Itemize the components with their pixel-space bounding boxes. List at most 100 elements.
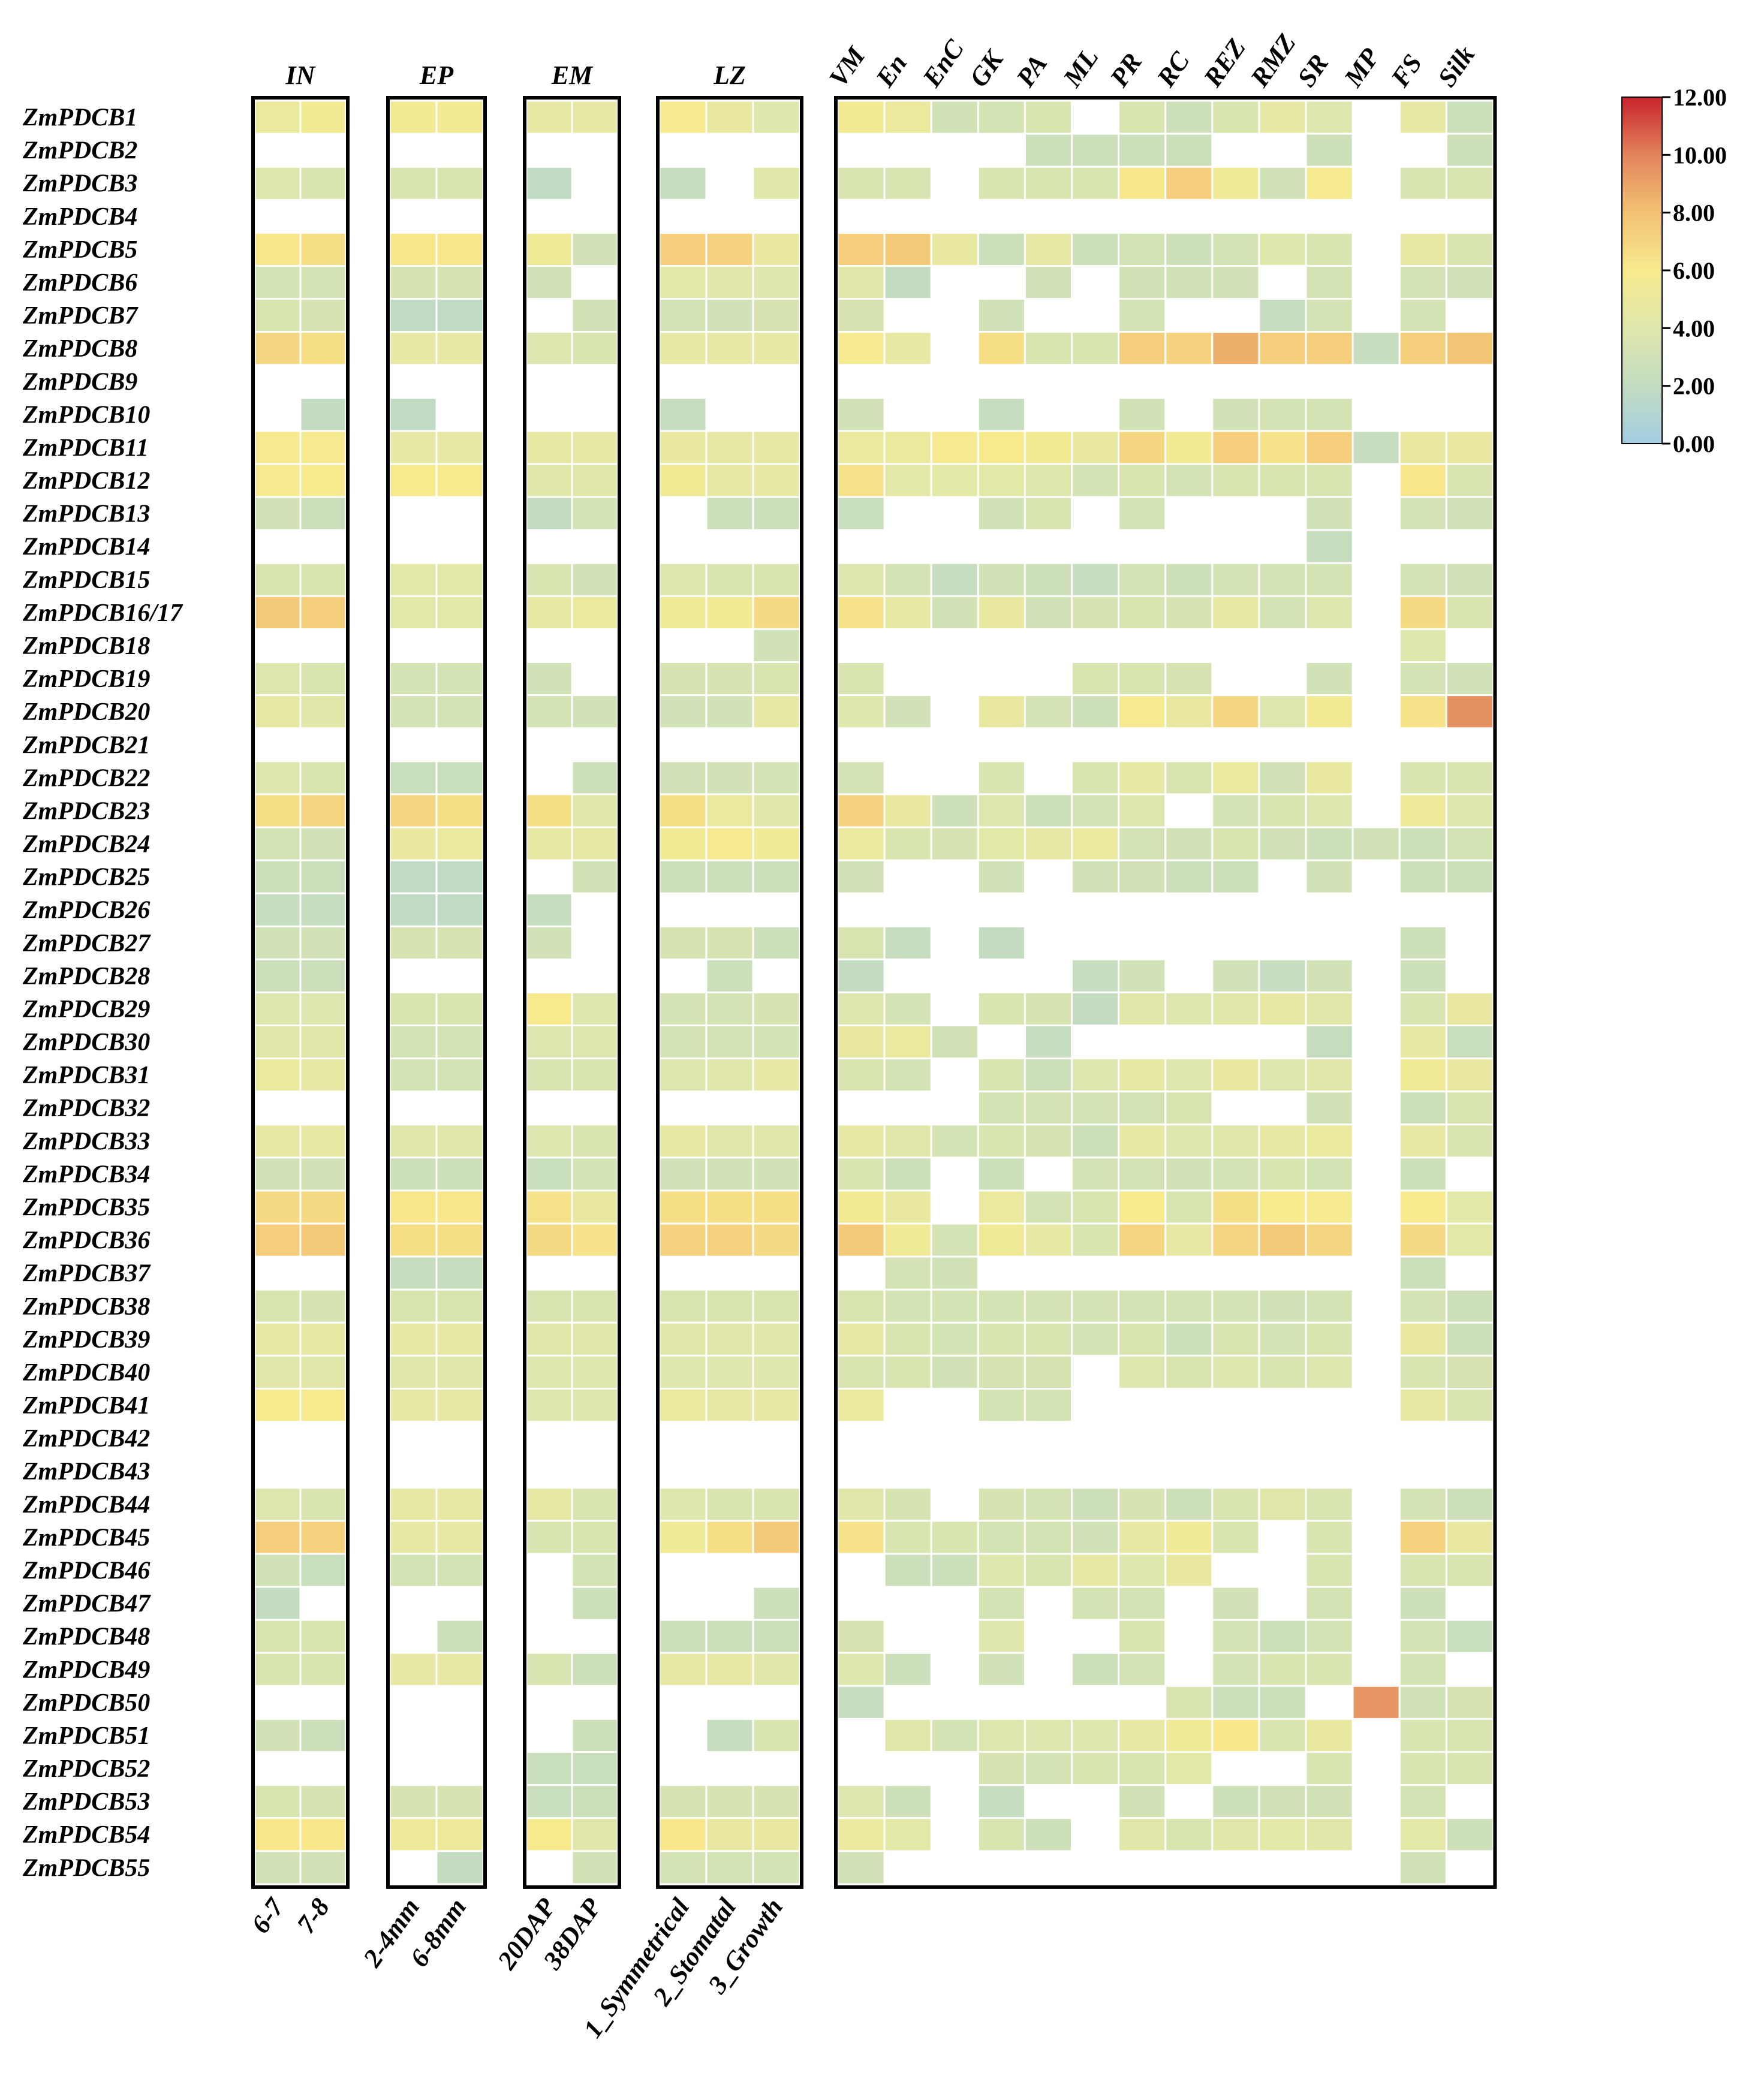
heatmap-cell bbox=[435, 1057, 484, 1093]
heatmap-cell bbox=[705, 1025, 754, 1060]
gene-label: ZmPDCB20 bbox=[22, 698, 150, 726]
heatmap-cell bbox=[930, 1123, 979, 1159]
heatmap-cell bbox=[836, 231, 886, 267]
heatmap-cell bbox=[571, 859, 619, 894]
heatmap-cell bbox=[1071, 1751, 1120, 1786]
heatmap-cell bbox=[1445, 132, 1494, 168]
heatmap-cell bbox=[525, 562, 573, 597]
heatmap-cell bbox=[389, 1025, 438, 1060]
heatmap-cell bbox=[389, 1520, 438, 1555]
group-labels: IN EP EM LZ bbox=[285, 61, 746, 90]
heatmap-cell bbox=[1305, 1619, 1354, 1654]
gene-label: ZmPDCB39 bbox=[22, 1326, 150, 1354]
heatmap-cell bbox=[1024, 1090, 1073, 1126]
heatmap-cell bbox=[389, 1784, 438, 1819]
heatmap-cell bbox=[254, 991, 302, 1027]
heatmap-cell bbox=[1398, 595, 1447, 631]
heatmap-cell bbox=[836, 496, 886, 531]
heatmap-cell bbox=[836, 1354, 886, 1390]
heatmap-cell bbox=[1164, 1057, 1214, 1093]
heatmap-cell bbox=[435, 1123, 484, 1159]
heatmap-cell bbox=[1164, 1354, 1214, 1390]
heatmap-cell bbox=[571, 694, 619, 730]
heatmap-cell bbox=[435, 1619, 484, 1654]
heatmap-cell bbox=[658, 1487, 708, 1522]
heatmap-cell bbox=[1258, 1685, 1307, 1720]
heatmap-cell bbox=[1071, 1090, 1120, 1126]
heatmap-cell bbox=[883, 1255, 932, 1291]
heatmap-cell bbox=[1211, 331, 1260, 366]
heatmap-cell bbox=[435, 1817, 484, 1852]
colorbar-tick-label: 6.00 bbox=[1673, 257, 1715, 284]
heatmap-cell bbox=[1164, 265, 1214, 300]
heatmap-cell bbox=[1071, 1288, 1120, 1324]
heatmap-cell bbox=[1024, 1388, 1073, 1423]
heatmap-cell bbox=[1118, 1718, 1167, 1753]
heatmap-cell bbox=[1118, 463, 1167, 498]
heatmap-cell bbox=[1071, 331, 1120, 366]
heatmap-cell bbox=[977, 793, 1026, 828]
heatmap-cell bbox=[254, 1123, 302, 1159]
heatmap-cell bbox=[299, 231, 347, 267]
heatmap-cell bbox=[1118, 760, 1167, 796]
heatmap-cell bbox=[1164, 1487, 1214, 1522]
heatmap-cell bbox=[705, 661, 754, 697]
heatmap-cell bbox=[705, 231, 754, 267]
gene-label: ZmPDCB49 bbox=[22, 1656, 150, 1684]
heatmap-cell bbox=[752, 331, 801, 366]
heatmap-cell bbox=[705, 100, 754, 135]
heatmap-cell bbox=[1398, 958, 1447, 993]
tissue-label: RC bbox=[1151, 46, 1196, 93]
heatmap-cell bbox=[1305, 1520, 1354, 1555]
heatmap-cell bbox=[658, 826, 708, 861]
heatmap-cell bbox=[883, 1321, 932, 1357]
heatmap-cell bbox=[435, 1025, 484, 1060]
colorbar-tick-label: 2.00 bbox=[1673, 373, 1715, 400]
heatmap-cell bbox=[883, 1057, 932, 1093]
heatmap-cell bbox=[752, 1619, 801, 1654]
heatmap-cell bbox=[1024, 1288, 1073, 1324]
heatmap-cell bbox=[1071, 132, 1120, 168]
heatmap-cell bbox=[836, 793, 886, 828]
heatmap-cell bbox=[1118, 1487, 1167, 1522]
heatmap-cell bbox=[705, 430, 754, 465]
heatmap-cell bbox=[705, 793, 754, 828]
heatmap-cell bbox=[299, 595, 347, 631]
heatmap-cell bbox=[299, 892, 347, 927]
heatmap-cell bbox=[1305, 1487, 1354, 1522]
heatmap-cell bbox=[1071, 826, 1120, 861]
heatmap-cell bbox=[752, 595, 801, 631]
heatmap-cell bbox=[1118, 1553, 1167, 1588]
heatmap-cell bbox=[1305, 496, 1354, 531]
heatmap-cell bbox=[930, 463, 979, 498]
heatmap-cell bbox=[1211, 826, 1260, 861]
heatmap-cell bbox=[930, 826, 979, 861]
heatmap-cell bbox=[658, 793, 708, 828]
gene-label: ZmPDCB55 bbox=[22, 1854, 150, 1882]
heatmap-cell bbox=[836, 1388, 886, 1423]
heatmap-cell bbox=[977, 1487, 1026, 1522]
heatmap-cell bbox=[254, 1850, 302, 1885]
gene-labels: ZmPDCB1 ZmPDCB2 ZmPDCB3 ZmPDCB4 ZmPDCB5 ZmPDC… bbox=[22, 104, 183, 1882]
group-frame bbox=[523, 96, 621, 1889]
heatmap-cell bbox=[658, 1354, 708, 1390]
heatmap-cell bbox=[1118, 1586, 1167, 1621]
heatmap-cell bbox=[977, 430, 1026, 465]
heatmap-cell bbox=[1024, 165, 1073, 201]
heatmap-cell bbox=[705, 1189, 754, 1225]
heatmap-cell bbox=[254, 265, 302, 300]
heatmap-cell bbox=[1445, 165, 1494, 201]
heatmap-cell bbox=[883, 1487, 932, 1522]
gene-label: ZmPDCB7 bbox=[22, 302, 139, 330]
heatmap-cell bbox=[1305, 1057, 1354, 1093]
heatmap-cell bbox=[1305, 165, 1354, 201]
heatmap-cell bbox=[1024, 793, 1073, 828]
heatmap-cell bbox=[1398, 1685, 1447, 1720]
heatmap-cell bbox=[1398, 661, 1447, 697]
heatmap-cell bbox=[254, 1586, 302, 1621]
heatmap-cell bbox=[658, 298, 708, 333]
heatmap-cell bbox=[836, 1850, 886, 1885]
heatmap-cell bbox=[571, 430, 619, 465]
heatmap-cell bbox=[1305, 100, 1354, 135]
heatmap-cell bbox=[705, 859, 754, 894]
